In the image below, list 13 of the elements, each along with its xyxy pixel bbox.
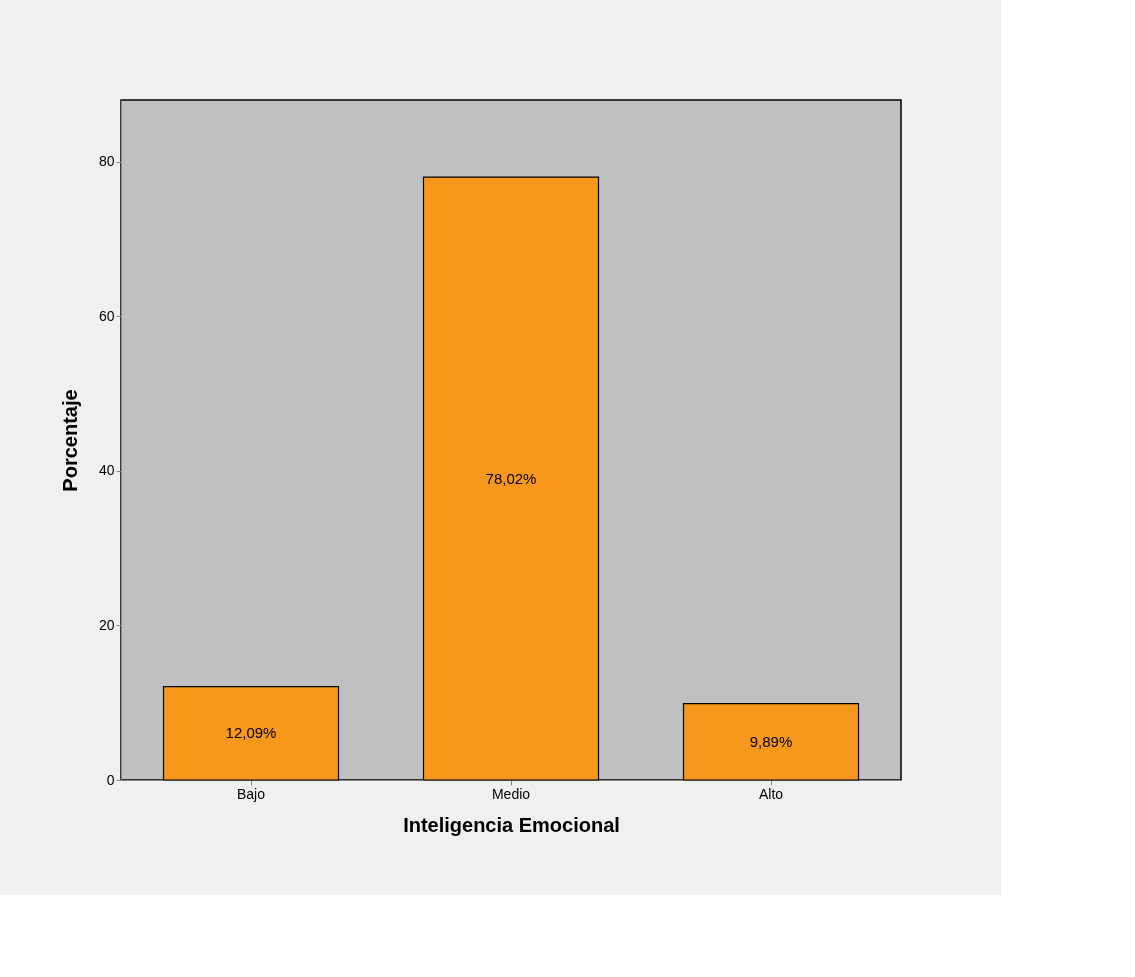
- y-tick-label: 80: [98, 153, 115, 170]
- x-tick-label: Alto: [758, 785, 784, 802]
- y-axis-title: Porcentaje: [58, 389, 81, 492]
- y-tick-label: 0: [106, 771, 115, 788]
- data-label: 9,89%: [749, 732, 793, 750]
- x-tick-label: Medio: [491, 785, 531, 802]
- x-tick-label: Bajo: [236, 785, 266, 802]
- y-tick-label: 40: [98, 462, 115, 479]
- data-label: 78,02%: [485, 469, 537, 487]
- data-label: 12,09%: [225, 724, 277, 742]
- x-axis-title: Inteligencia Emocional: [403, 813, 620, 836]
- y-tick-label: 20: [98, 616, 115, 633]
- y-tick-label: 60: [98, 307, 115, 324]
